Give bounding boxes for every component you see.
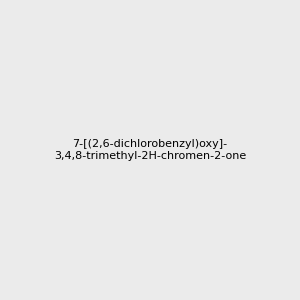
Text: 7-[(2,6-dichlorobenzyl)oxy]-
3,4,8-trimethyl-2H-chromen-2-one: 7-[(2,6-dichlorobenzyl)oxy]- 3,4,8-trime… xyxy=(54,139,246,161)
